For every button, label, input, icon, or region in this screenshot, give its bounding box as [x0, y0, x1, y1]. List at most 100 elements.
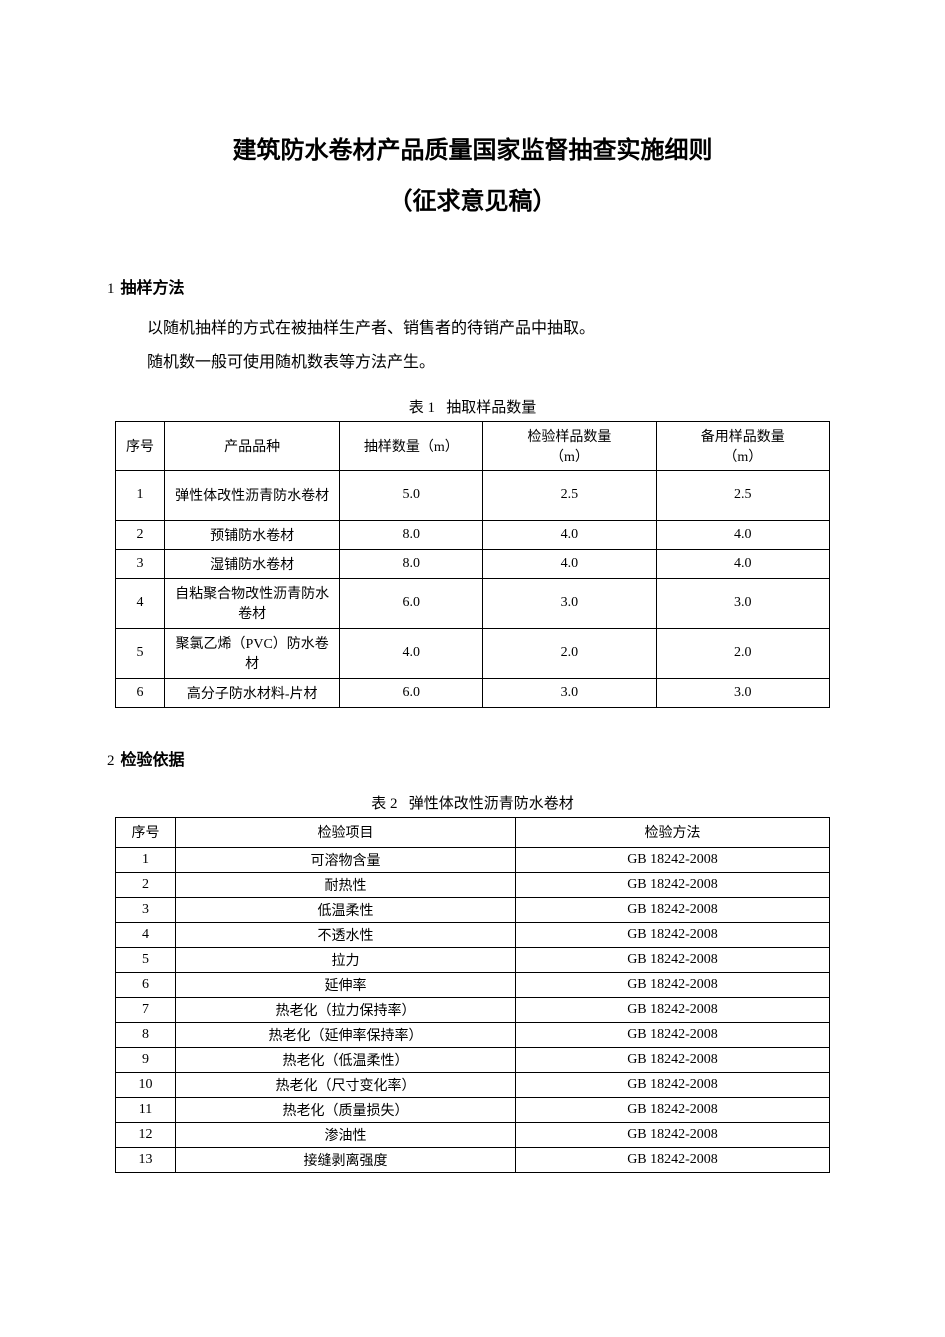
table-1-cell-qty: 8.0: [340, 549, 483, 578]
table-row: 13接缝剥离强度GB 18242-2008: [116, 1147, 830, 1172]
section-2-number: 2: [107, 753, 115, 770]
table-1-cell-name: 自粘聚合物改性沥青防水卷材: [164, 578, 339, 628]
table-1-cell-spare: 4.0: [656, 549, 829, 578]
table-2-cell-seq: 11: [116, 1097, 176, 1122]
table-1-cell-check: 3.0: [483, 578, 656, 628]
table-2-cell-item: 热老化（拉力保持率）: [176, 997, 516, 1022]
table-1-cell-name: 湿铺防水卷材: [164, 549, 339, 578]
table-1: 序号 产品品种 抽样数量（m） 检验样品数量 （m） 备用样品数量 （m） 1弹…: [115, 421, 830, 708]
table-1-cell-seq: 4: [116, 578, 165, 628]
table-1-header-check-unit: m: [564, 450, 575, 465]
table-1-cell-check: 4.0: [483, 520, 656, 549]
table-1-header-spare-unit: m: [737, 450, 748, 465]
table-row: 4自粘聚合物改性沥青防水卷材6.03.03.0: [116, 578, 830, 628]
table-1-cell-spare: 3.0: [656, 678, 829, 707]
table-2-cell-seq: 7: [116, 997, 176, 1022]
table-2-cell-seq: 6: [116, 972, 176, 997]
table-2-cell-method: GB 18242-2008: [516, 1047, 830, 1072]
table-1-header-qty: 抽样数量（m）: [340, 421, 483, 470]
table-2-header-seq: 序号: [116, 817, 176, 847]
table-1-cell-check: 3.0: [483, 678, 656, 707]
table-2-cell-method: GB 18242-2008: [516, 1072, 830, 1097]
table-row: 2耐热性GB 18242-2008: [116, 872, 830, 897]
table-row: 7热老化（拉力保持率）GB 18242-2008: [116, 997, 830, 1022]
table-2-cell-item: 接缝剥离强度: [176, 1147, 516, 1172]
table-1-cell-spare: 3.0: [656, 578, 829, 628]
table-2-caption: 表 2 弹性体改性沥青防水卷材: [115, 792, 830, 813]
table-2-number: 2: [390, 796, 398, 812]
title-block: 建筑防水卷材产品质量国家监督抽查实施细则 （征求意见稿）: [115, 130, 830, 224]
table-1-cell-qty: 6.0: [340, 678, 483, 707]
table-row: 11热老化（质量损失）GB 18242-2008: [116, 1097, 830, 1122]
table-row: 8热老化（延伸率保持率）GB 18242-2008: [116, 1022, 830, 1047]
table-row: 1可溶物含量GB 18242-2008: [116, 847, 830, 872]
table-1-cell-seq: 1: [116, 470, 165, 520]
table-2-cell-item: 热老化（低温柔性）: [176, 1047, 516, 1072]
table-2-cell-method: GB 18242-2008: [516, 922, 830, 947]
table-1-caption: 表 1 抽取样品数量: [115, 396, 830, 417]
table-1-header-qty-close: ）: [445, 440, 459, 455]
table-1-header-spare: 备用样品数量 （m）: [656, 421, 829, 470]
table-2-cell-item: 渗油性: [176, 1122, 516, 1147]
table-1-header-qty-label: 抽样数量（: [364, 440, 434, 455]
table-1-header-row: 序号 产品品种 抽样数量（m） 检验样品数量 （m） 备用样品数量 （m）: [116, 421, 830, 470]
table-1-cell-seq: 6: [116, 678, 165, 707]
section-2-title: 检验依据: [121, 746, 185, 770]
table-row: 4不透水性GB 18242-2008: [116, 922, 830, 947]
table-2-caption-prefix: 表: [371, 796, 386, 812]
table-2-cell-method: GB 18242-2008: [516, 872, 830, 897]
table-2-cell-item: 不透水性: [176, 922, 516, 947]
table-2-cell-seq: 9: [116, 1047, 176, 1072]
table-1-number: 1: [428, 400, 436, 416]
table-2-cell-seq: 8: [116, 1022, 176, 1047]
table-1-cell-check: 4.0: [483, 549, 656, 578]
section-2-heading: 2 检验依据: [107, 746, 830, 770]
table-2-header-row: 序号 检验项目 检验方法: [116, 817, 830, 847]
section-1-paragraph-2: 随机数一般可使用随机数表等方法产生。: [115, 346, 830, 380]
table-2-cell-item: 热老化（延伸率保持率）: [176, 1022, 516, 1047]
table-2-cell-item: 延伸率: [176, 972, 516, 997]
section-1-heading: 1 抽样方法: [107, 274, 830, 298]
table-2-cell-method: GB 18242-2008: [516, 997, 830, 1022]
table-2-cell-item: 热老化（质量损失）: [176, 1097, 516, 1122]
table-row: 10热老化（尺寸变化率）GB 18242-2008: [116, 1072, 830, 1097]
table-2-cell-seq: 4: [116, 922, 176, 947]
table-2: 序号 检验项目 检验方法 1可溶物含量GB 18242-20082耐热性GB 1…: [115, 817, 830, 1173]
table-1-header-check-open: （: [550, 450, 564, 465]
table-1-cell-name: 弹性体改性沥青防水卷材: [164, 470, 339, 520]
table-1-cell-qty: 4.0: [340, 628, 483, 678]
table-2-header-item: 检验项目: [176, 817, 516, 847]
table-row: 3湿铺防水卷材8.04.04.0: [116, 549, 830, 578]
table-1-header-check: 检验样品数量 （m）: [483, 421, 656, 470]
table-1-cell-check: 2.5: [483, 470, 656, 520]
table-1-header-check-label: 检验样品数量: [489, 426, 649, 446]
main-title: 建筑防水卷材产品质量国家监督抽查实施细则: [115, 130, 830, 173]
table-1-header-seq: 序号: [116, 421, 165, 470]
table-1-cell-name: 预铺防水卷材: [164, 520, 339, 549]
table-2-cell-method: GB 18242-2008: [516, 897, 830, 922]
table-2-cell-seq: 13: [116, 1147, 176, 1172]
sub-title: （征求意见稿）: [115, 181, 830, 224]
table-2-cell-method: GB 18242-2008: [516, 847, 830, 872]
table-1-cell-seq: 3: [116, 549, 165, 578]
table-1-header-name: 产品品种: [164, 421, 339, 470]
table-2-cell-item: 拉力: [176, 947, 516, 972]
table-row: 6延伸率GB 18242-2008: [116, 972, 830, 997]
table-row: 3低温柔性GB 18242-2008: [116, 897, 830, 922]
section-1-title: 抽样方法: [121, 274, 185, 298]
table-row: 6高分子防水材料-片材6.03.03.0: [116, 678, 830, 707]
table-2-caption-text: 弹性体改性沥青防水卷材: [409, 796, 574, 812]
section-1-number: 1: [107, 281, 115, 298]
table-1-header-qty-unit: m: [434, 440, 445, 455]
table-2-cell-item: 热老化（尺寸变化率）: [176, 1072, 516, 1097]
table-1-cell-seq: 5: [116, 628, 165, 678]
table-2-cell-item: 耐热性: [176, 872, 516, 897]
table-2-header-method: 检验方法: [516, 817, 830, 847]
table-1-cell-name: 高分子防水材料-片材: [164, 678, 339, 707]
table-2-cell-seq: 1: [116, 847, 176, 872]
table-1-header-spare-label: 备用样品数量: [663, 426, 823, 446]
table-1-header-spare-close: ）: [748, 450, 762, 465]
table-2-cell-method: GB 18242-2008: [516, 1097, 830, 1122]
table-2-cell-seq: 2: [116, 872, 176, 897]
table-2-cell-item: 低温柔性: [176, 897, 516, 922]
